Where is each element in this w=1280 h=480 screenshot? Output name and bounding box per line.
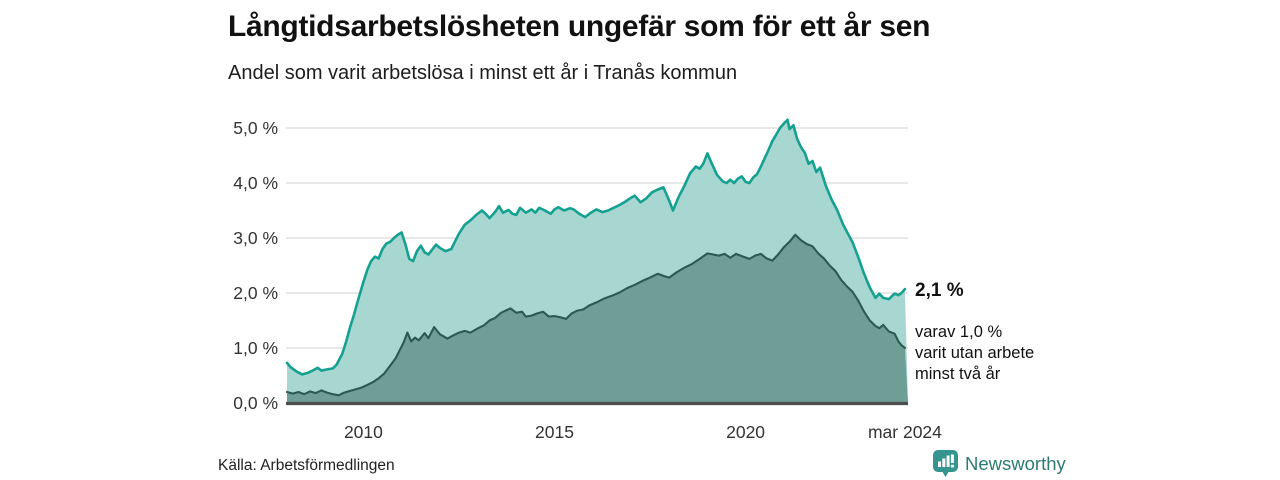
detail-line-3: minst två år (915, 365, 1001, 383)
latest-value-label: 2,1 % (915, 280, 964, 301)
area-series-2 (287, 234, 908, 403)
y-tick-label: 2,0 % (233, 283, 278, 303)
page-title: Långtidsarbetslösheten ungefär som för e… (228, 10, 931, 43)
line-series-1 (285, 118, 907, 376)
detail-line-2: varit utan arbete (915, 344, 1035, 362)
newsworthy-logo-icon (933, 450, 958, 477)
x-tick-label: 2010 (344, 422, 383, 442)
newsworthy-brand: Newsworthy (933, 449, 1066, 479)
line-series-2 (285, 233, 906, 397)
detail-line-1: varav 1,0 % (915, 323, 1003, 341)
y-tick-label: 4,0 % (233, 173, 278, 193)
x-tick-label: 2015 (535, 422, 574, 442)
x-tick-label: mar 2024 (868, 422, 942, 442)
latest-value-detail: varav 1,0 % varit utan arbete minst två … (915, 322, 1034, 385)
y-tick-label: 1,0 % (233, 338, 278, 358)
newsworthy-brand-text: Newsworthy (965, 453, 1066, 474)
y-tick-label: 0,0 % (233, 393, 278, 413)
y-tick-label: 5,0 % (233, 118, 278, 138)
page-subtitle: Andel som varit arbetslösa i minst ett å… (228, 62, 738, 84)
y-tick-label: 3,0 % (233, 228, 278, 248)
source-caption: Källa: Arbetsförmedlingen (218, 457, 395, 474)
x-tick-label: 2020 (726, 422, 765, 442)
